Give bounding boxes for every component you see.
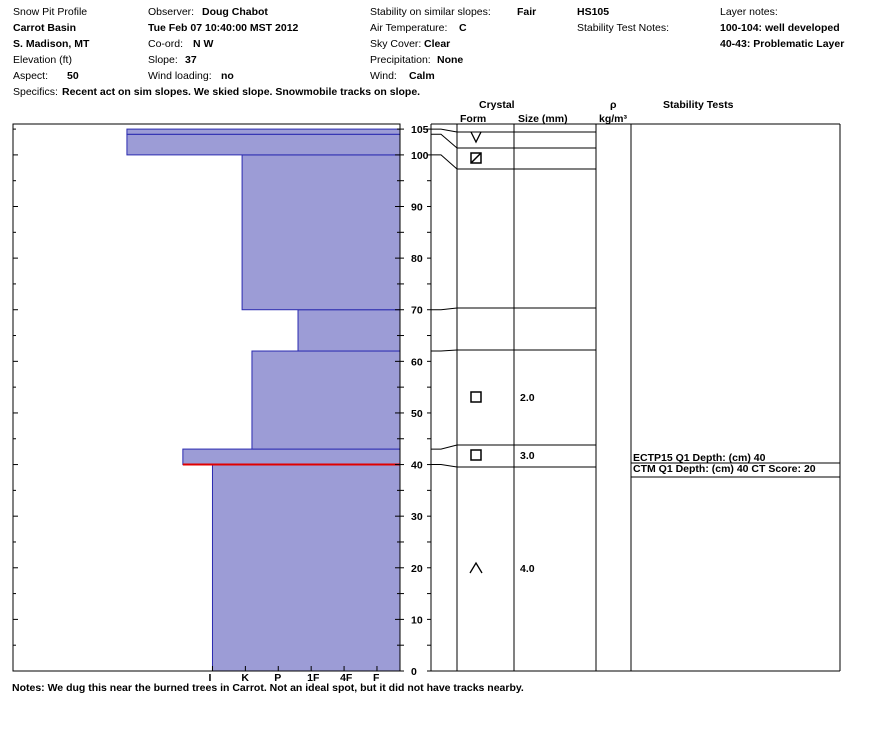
elevation-label: Elevation (ft) <box>13 54 72 66</box>
layer-connector-6 <box>431 464 458 468</box>
hardness-layer-5 <box>126 133 401 156</box>
height-tick-label: 90 <box>411 202 423 214</box>
height-tick-label: 0 <box>411 666 417 678</box>
crystal-symbol-mixed <box>470 152 482 164</box>
crystal-symbol-new-snow <box>470 131 482 144</box>
slope-value: 37 <box>185 54 197 66</box>
height-axis: 0 10 20 30 40 50 60 70 80 90 100 105 <box>13 124 432 678</box>
height-tick-label: 80 <box>411 253 423 265</box>
aspect-value: 50 <box>67 70 79 82</box>
stability-notes-label: Stability Test Notes: <box>577 22 670 34</box>
total-height: HS105 <box>577 6 610 18</box>
notes: Notes: We dug this near the burned trees… <box>12 682 524 694</box>
air-temp-label: Air Temperature: <box>370 22 448 34</box>
wind-loading-label: Wind loading: <box>148 70 212 82</box>
height-tick-label: 60 <box>411 356 423 368</box>
crystal-size-label: 3.0 <box>520 450 535 462</box>
hardness-layer-1 <box>182 448 401 466</box>
layer-connector-4 <box>431 349 458 352</box>
crystal-symbol-mixed-slash <box>470 152 482 164</box>
layer-note-2: 40-43: Problematic Layer <box>720 38 845 50</box>
observation-date: Tue Feb 07 10:40:00 MST 2012 <box>148 22 299 34</box>
hardness-tick-label: I <box>208 672 211 684</box>
hardness-layer-2 <box>251 350 401 450</box>
layer-connector-1 <box>431 133 458 149</box>
height-tick-label: 30 <box>411 511 423 523</box>
hardness-layer-6 <box>126 128 401 135</box>
slope-label: Slope: <box>148 54 178 66</box>
sky-value: Clear <box>424 38 451 50</box>
stability-test-0: ECTP15 Q1 Depth: (cm) 40 <box>633 452 766 464</box>
layer-connector-0 <box>431 128 458 133</box>
wind-loading-value: no <box>221 70 234 82</box>
coord-label: Co-ord: <box>148 38 184 50</box>
hardness-tick-label: 1F <box>307 672 320 684</box>
specifics-value: Recent act on sim slopes. We skied slope… <box>62 86 421 98</box>
form-header: Form <box>460 113 487 125</box>
height-tick-label: 105 <box>411 124 429 136</box>
coord-value: N W <box>193 38 214 50</box>
hardness-profile <box>126 128 401 672</box>
density-symbol: ρ <box>610 99 617 111</box>
precip-value: None <box>437 54 464 66</box>
air-temp-value: C <box>459 22 467 34</box>
hardness-frame <box>12 123 401 672</box>
layer-notes-label: Layer notes: <box>720 6 778 18</box>
density-unit: kg/m³ <box>599 113 628 125</box>
crystal-header: Crystal <box>479 99 515 111</box>
crystal-size-label: 4.0 <box>520 563 535 575</box>
wind-label: Wind: <box>370 70 397 82</box>
layer-connector-2 <box>431 154 458 170</box>
height-tick-label: 50 <box>411 408 423 420</box>
crystal-symbols: 2.0 3.0 4.0 <box>469 131 535 575</box>
height-tick-label: 70 <box>411 305 423 317</box>
sky-label: Sky Cover: <box>370 38 422 50</box>
precip-label: Precipitation: <box>370 54 431 66</box>
specifics-label: Specifics: <box>13 86 58 98</box>
crystal-size-label: 2.0 <box>520 392 535 404</box>
hardness-tick-label: F <box>373 672 380 684</box>
height-tick-label: 10 <box>411 614 423 626</box>
location: Carrot Basin <box>13 22 77 34</box>
height-tick-label: 100 <box>411 150 429 162</box>
hardness-axis: I K P 1F 4F F <box>208 666 380 684</box>
height-tick-label: 40 <box>411 460 423 472</box>
layer-connector-5 <box>431 444 458 450</box>
crystal-symbol-faceted <box>470 449 482 461</box>
layer-connector-3 <box>431 307 458 311</box>
wind-value: Calm <box>409 70 435 82</box>
observer-value: Doug Chabot <box>202 6 268 18</box>
hardness-layer-0 <box>211 464 401 672</box>
hardness-tick-label: K <box>241 672 249 684</box>
hardness-tick-label: P <box>274 672 281 684</box>
stability-label: Stability on similar slopes: <box>370 6 491 18</box>
layer-note-1: 100-104: well developed <box>720 22 840 34</box>
size-header: Size (mm) <box>518 113 568 125</box>
hardness-plot-border <box>12 123 401 672</box>
region: S. Madison, MT <box>13 38 90 50</box>
crystal-symbol-faceted <box>470 391 482 403</box>
hardness-layer-4 <box>241 154 401 311</box>
aspect-label: Aspect: <box>13 70 49 82</box>
height-tick-label: 20 <box>411 563 423 575</box>
crystal-symbol-depth-hoar <box>469 561 483 574</box>
hardness-tick-label: 4F <box>340 672 353 684</box>
page-title: Snow Pit Profile <box>13 6 88 18</box>
stability-test-1: CTM Q1 Depth: (cm) 40 CT Score: 20 <box>633 463 816 475</box>
observer-label: Observer: <box>148 6 195 18</box>
hardness-layer-3 <box>297 309 401 352</box>
crystal-table <box>431 123 841 672</box>
stability-tests-header: Stability Tests <box>663 99 734 111</box>
stability-value: Fair <box>517 6 537 18</box>
